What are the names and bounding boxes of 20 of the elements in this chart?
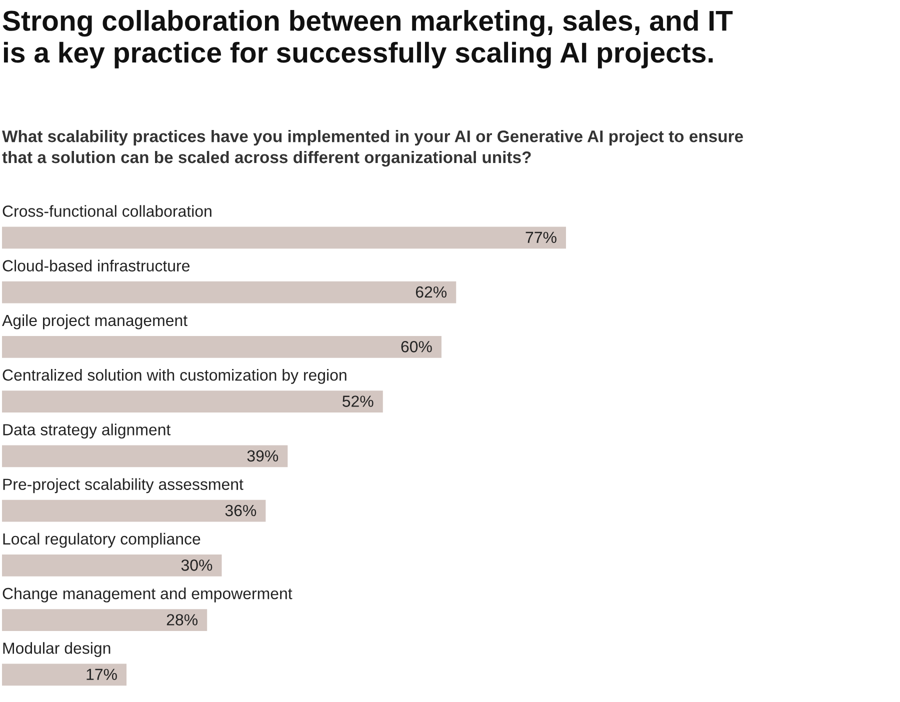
y-tick-label: Centralized solution with customization by region xyxy=(2,369,346,384)
data-label: 36% xyxy=(225,504,256,516)
data-label: 62% xyxy=(416,286,447,298)
data-label: 77% xyxy=(526,232,556,244)
chart-subtitle: What scalability practices have you implemented in your AI or Generative AI project to ensure that a solution can be scaled across different organizational units? xyxy=(2,130,743,167)
data-label: 39% xyxy=(247,450,278,462)
data-label: 17% xyxy=(86,668,117,680)
y-tick-label: Data strategy alignment xyxy=(3,424,171,439)
y-tick-label: Local regulatory compliance xyxy=(3,532,200,548)
y-tick-label: Change management and empowerment xyxy=(2,587,292,602)
y-tick-label: Cross-functional collaboration xyxy=(2,205,212,217)
data-label: 30% xyxy=(181,560,212,571)
y-tick-label: Modular design xyxy=(3,642,110,658)
y-tick-label: Agile project management xyxy=(2,314,188,330)
data-label: 28% xyxy=(166,614,198,626)
data-label: 52% xyxy=(342,396,374,407)
y-tick-label: Cloud-based infrastructure xyxy=(2,260,190,272)
data-label: 60% xyxy=(401,341,432,352)
chart-title: Strong collaboration between marketing, sales, and IT is a key practice for successfully scaling AI projects. xyxy=(2,10,733,68)
y-tick-label: Pre-project scalability assessment xyxy=(3,478,244,494)
